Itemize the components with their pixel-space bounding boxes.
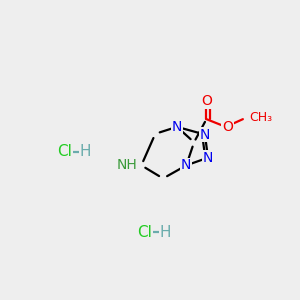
Text: N: N	[200, 128, 210, 142]
Text: CH₃: CH₃	[249, 111, 272, 124]
Text: Cl: Cl	[57, 144, 72, 159]
Text: N: N	[203, 151, 213, 165]
Text: Cl: Cl	[137, 225, 152, 240]
Text: O: O	[222, 120, 233, 134]
Text: H: H	[80, 144, 91, 159]
Text: N: N	[172, 120, 182, 134]
Text: N: N	[181, 158, 191, 172]
Text: O: O	[201, 94, 212, 108]
Text: H: H	[160, 225, 171, 240]
Text: NH: NH	[117, 158, 137, 172]
